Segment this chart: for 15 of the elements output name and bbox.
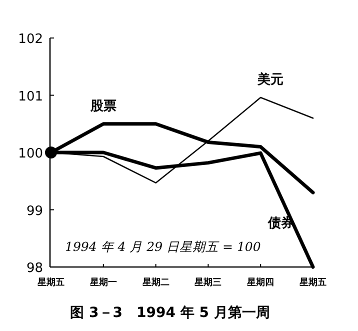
y-tick-label: 100 <box>18 146 43 162</box>
x-tick-label: 星期五 <box>298 277 326 288</box>
x-tick-label: 星期五 <box>36 277 64 288</box>
text: 图 3－3 1994 年 5 月第一周 <box>70 305 270 321</box>
y-tick-label: 102 <box>18 32 43 47</box>
x-tick-label: 星期二 <box>141 277 170 288</box>
x-tick-label: 星期一 <box>88 277 117 288</box>
y-tick-label: 98 <box>26 261 43 276</box>
y-tick-label: 99 <box>26 204 43 219</box>
series-label: 美元 <box>256 72 284 88</box>
series-label: 股票 <box>89 98 116 114</box>
y-tick-label: 101 <box>18 89 43 104</box>
annotation: 1994 年 4 月 29 日星期五 = 100 <box>65 239 261 254</box>
x-tick-label: 星期四 <box>246 277 274 288</box>
x-tick-label: 星期三 <box>194 277 222 288</box>
